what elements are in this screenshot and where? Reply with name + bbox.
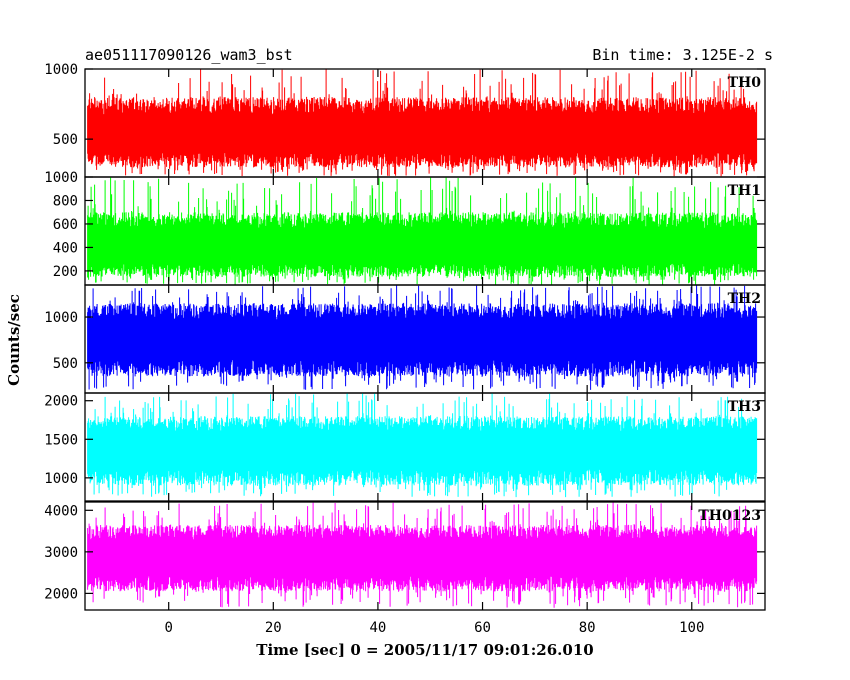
panel-frame-th0123	[84, 501, 766, 611]
panel-label-th3: TH3	[728, 399, 761, 415]
x-tick-label-60: 60	[474, 620, 491, 636]
y-tick-label-th2-1000: 1000	[44, 310, 78, 326]
y-tick-label-th0123-2000: 2000	[44, 586, 78, 602]
y-tick-label-th0123-3000: 3000	[44, 545, 78, 561]
y-tick-label-th2-500: 500	[53, 356, 78, 372]
y-tick-label-th1-800: 800	[53, 193, 78, 209]
x-axis-label: Time [sec] 0 = 2005/11/17 09:01:26.010	[256, 641, 593, 659]
y-tick-label-th1-600: 600	[53, 217, 78, 233]
panel-label-th0: TH0	[728, 75, 762, 91]
panel-label-th0123: TH0123	[698, 508, 761, 524]
x-tick-label-0: 0	[164, 620, 172, 636]
series-trace-th0	[87, 69, 758, 177]
y-tick-label-th0123-4000: 4000	[44, 503, 78, 519]
y-axis-label: Counts/sec	[5, 294, 23, 386]
panel-label-th2: TH2	[728, 291, 761, 307]
y-tick-label-th3-1500: 1500	[44, 432, 78, 448]
y-tick-label-th3-1000: 1000	[44, 471, 78, 487]
series-trace-th3	[87, 393, 758, 498]
y-tick-label-th0-500: 500	[53, 132, 78, 148]
panel-label-th1: TH1	[728, 183, 761, 199]
series-trace-th0123	[87, 502, 758, 608]
panel-frame-th3	[84, 392, 766, 502]
x-tick-label-80: 80	[579, 620, 596, 636]
y-tick-label-th3-2000: 2000	[44, 394, 78, 410]
x-tick-label-40: 40	[369, 620, 386, 636]
y-tick-label-th1-1000: 1000	[44, 170, 78, 186]
y-tick-label-th1-400: 400	[53, 240, 78, 256]
bin-time-label: Bin time: 3.125E-2 s	[592, 46, 773, 64]
x-tick-label-20: 20	[265, 620, 282, 636]
panels-group: 5001000TH02004006008001000TH15001000TH21…	[44, 62, 766, 636]
y-tick-label-th0-1000: 1000	[44, 62, 78, 78]
series-trace-th2	[87, 285, 758, 390]
y-tick-label-th1-200: 200	[53, 264, 78, 280]
chart-title: ae051117090126_wam3_bst	[85, 46, 293, 64]
x-tick-label-100: 100	[679, 620, 704, 636]
series-trace-th1	[87, 177, 758, 285]
